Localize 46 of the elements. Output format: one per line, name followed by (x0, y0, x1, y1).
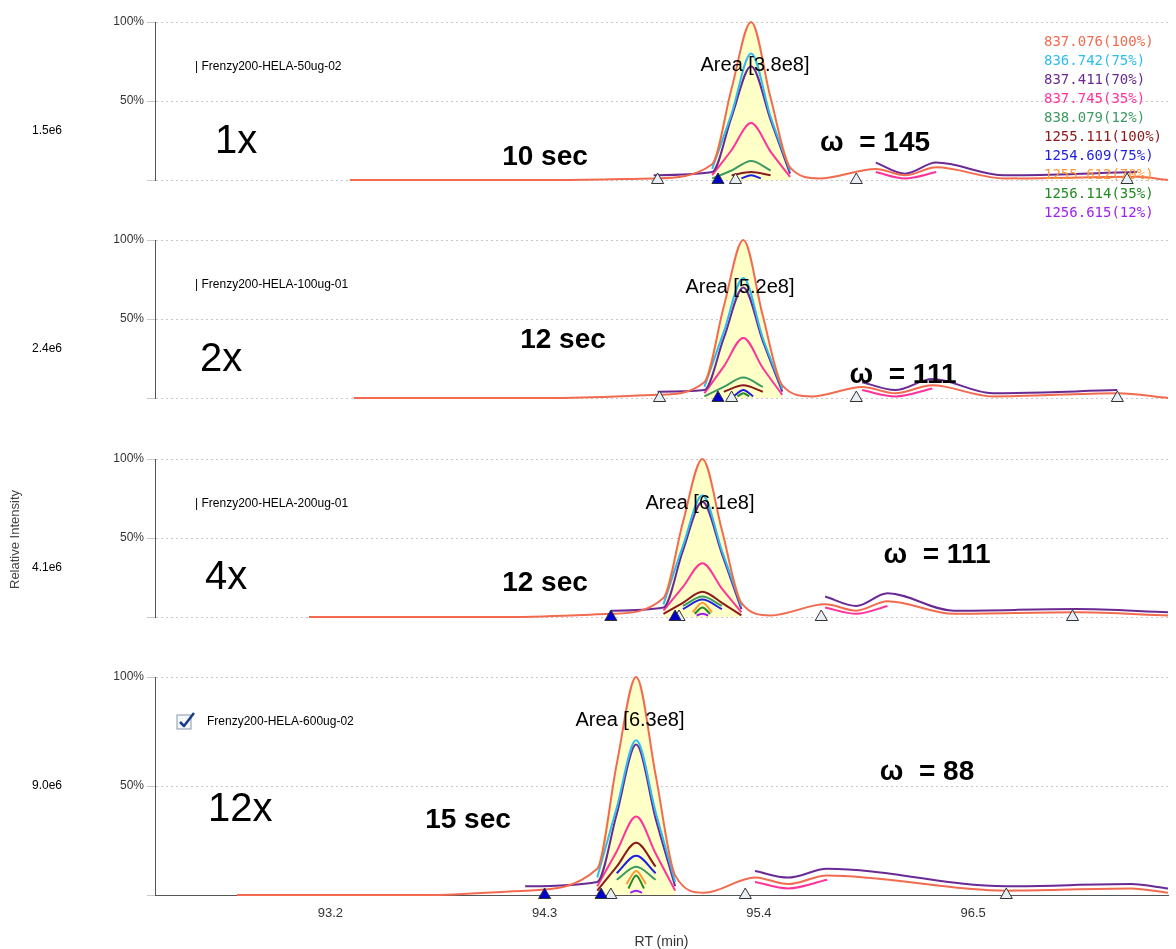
annotation: 15 sec (425, 802, 511, 834)
x-tick-label: 96.5 (960, 905, 986, 921)
y-tick-label: 100% (113, 14, 145, 29)
y-axis-title: Relative Intensity (6, 489, 22, 589)
line-series (596, 739, 677, 883)
y-tick-label: 50% (119, 778, 145, 793)
text: 1254.609(75%) (1043, 146, 1155, 165)
text: 1.5e6 (32, 123, 63, 138)
annotation: ω = 145 (819, 125, 931, 157)
annotation: Frenzy200-HELA-600ug-02 (207, 714, 355, 729)
annotation: 10 sec (502, 139, 588, 171)
text: 836.742(75%) (1043, 51, 1147, 70)
y-tick-label: 50% (119, 311, 145, 326)
annotation: 4x (205, 553, 248, 598)
annotation: 12x (208, 785, 273, 830)
annotation: ω = 111 (849, 357, 957, 389)
annotation: | Frenzy200-HELA-200ug-01 (195, 496, 349, 511)
text: 837.076(100%) (1043, 32, 1155, 51)
annotation: 1x (215, 117, 258, 162)
text: 4.1e6 (32, 560, 63, 575)
x-tick-label: 93.2 (317, 905, 343, 921)
text: 838.079(12%) (1043, 108, 1147, 127)
line-series (662, 590, 743, 617)
annotation: 12 sec (520, 322, 606, 354)
text: 837.745(35%) (1043, 89, 1147, 108)
y-tick-label: 50% (119, 530, 145, 545)
annotation: | Frenzy200-HELA-100ug-01 (195, 277, 349, 292)
text: 1255.111(100%) (1043, 127, 1162, 146)
x-axis-title: RT (min) (634, 933, 689, 949)
x-tick-label: 94.3 (531, 905, 558, 921)
annotation: ω = 111 (883, 537, 991, 569)
legend-label: 1256.615(12%) (1043, 203, 1155, 222)
annotation: 12 sec (502, 565, 588, 597)
text: 9.0e6 (32, 778, 63, 793)
annotation: ω = 88 (879, 754, 975, 786)
y-tick-label: 100% (113, 451, 145, 466)
y-tick-label: 100% (113, 669, 145, 684)
x-tick-label: 95.4 (746, 905, 772, 921)
annotation: | Frenzy200-HELA-50ug-02 (195, 59, 342, 74)
y-tick-label: 100% (113, 232, 145, 247)
text: 2.4e6 (32, 341, 63, 356)
text: 837.411(70%) (1043, 70, 1147, 89)
legend-label: 1255.612(70%) (1043, 165, 1155, 184)
legend-label: 1256.114(35%) (1043, 184, 1155, 203)
annotation: 2x (200, 335, 243, 380)
y-tick-label: 50% (119, 93, 145, 108)
